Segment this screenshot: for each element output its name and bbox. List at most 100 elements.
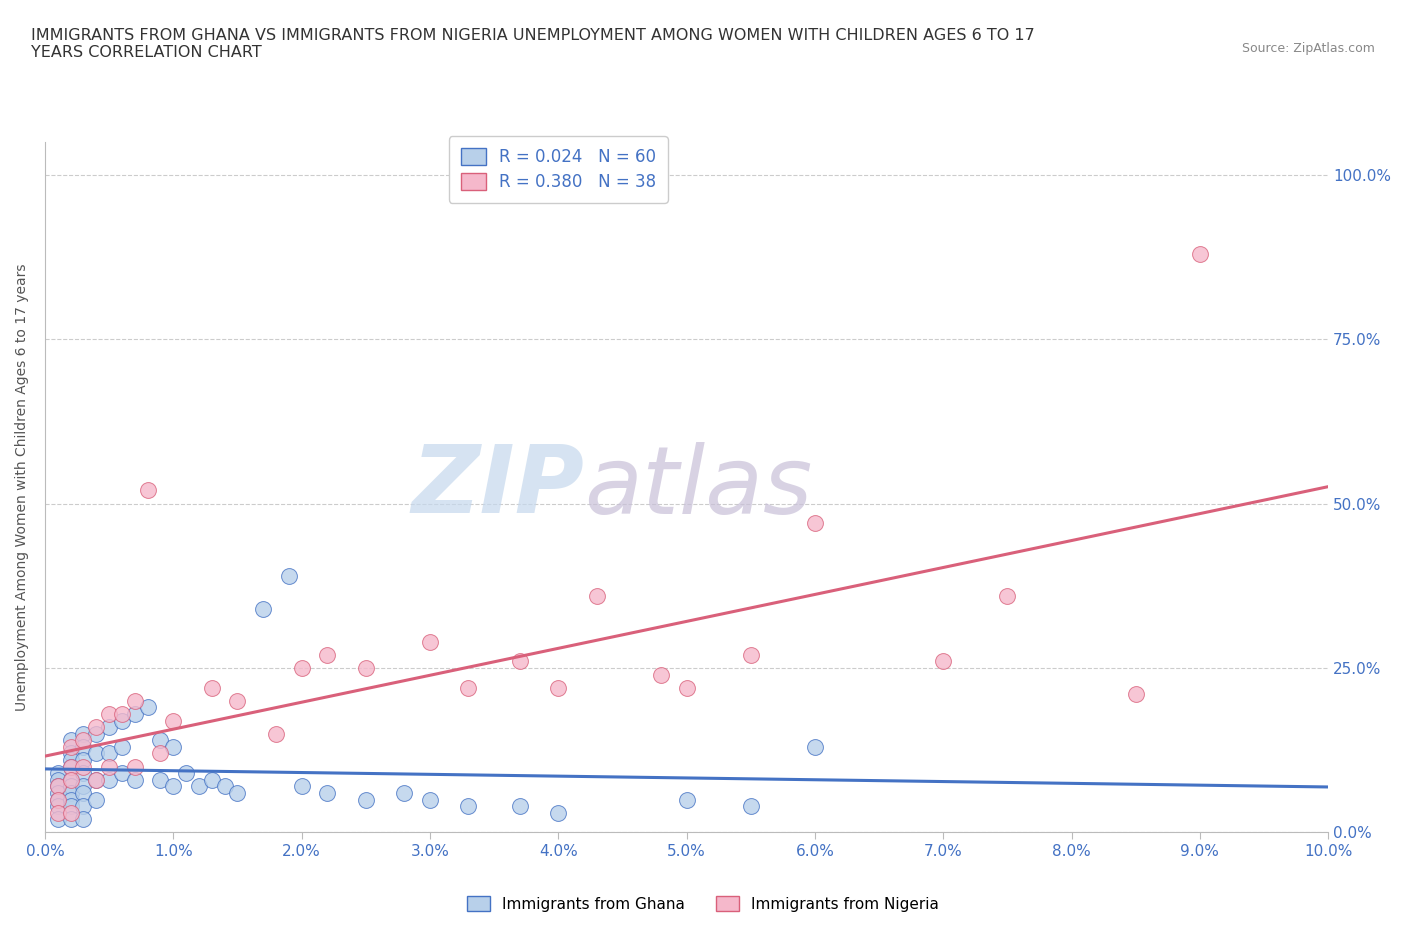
Point (547, 680, 569, 695)
Point (509, 654, 531, 669)
Point (84, 720, 107, 735)
Point (149, 733, 172, 748)
Point (46, 765, 69, 780)
Point (932, 654, 955, 669)
Point (98, 720, 121, 735)
Text: IMMIGRANTS FROM GHANA VS IMMIGRANTS FROM NIGERIA UNEMPLOYMENT AMONG WOMEN WITH C: IMMIGRANTS FROM GHANA VS IMMIGRANTS FROM… (31, 28, 1035, 60)
Point (650, 667, 672, 682)
Text: Source: ZipAtlas.com: Source: ZipAtlas.com (1241, 42, 1375, 55)
Text: ZIP: ZIP (411, 441, 583, 533)
Point (162, 739, 184, 754)
Point (59, 786, 82, 801)
Point (675, 792, 697, 807)
Point (59, 746, 82, 761)
Point (226, 694, 249, 709)
Point (72, 726, 94, 741)
Point (84, 746, 107, 761)
Point (214, 779, 236, 794)
Point (162, 713, 184, 728)
Y-axis label: Unemployment Among Women with Children Ages 6 to 17 years: Unemployment Among Women with Children A… (15, 263, 30, 711)
Point (201, 772, 224, 787)
Point (111, 707, 134, 722)
Point (111, 713, 134, 728)
Text: atlas: atlas (583, 442, 813, 533)
Legend: R = 0.024   N = 60, R = 0.380   N = 38: R = 0.024 N = 60, R = 0.380 N = 38 (449, 137, 668, 203)
Point (98, 759, 121, 774)
Point (72, 779, 94, 794)
Point (509, 799, 531, 814)
Point (111, 739, 134, 754)
Point (316, 786, 339, 801)
Point (995, 588, 1018, 603)
Point (59, 752, 82, 767)
Point (124, 707, 146, 722)
Point (46, 779, 69, 794)
Point (46, 805, 69, 820)
Point (740, 647, 762, 662)
Point (201, 680, 224, 695)
Point (124, 772, 146, 787)
Point (46, 812, 69, 827)
Point (84, 792, 107, 807)
Point (46, 799, 69, 814)
Point (98, 772, 121, 787)
Point (174, 765, 197, 780)
Point (59, 805, 82, 820)
Point (84, 772, 107, 787)
Point (1125, 687, 1147, 702)
Point (59, 792, 82, 807)
Point (46, 786, 69, 801)
Point (419, 792, 441, 807)
Point (149, 746, 172, 761)
Point (252, 602, 274, 617)
Point (316, 647, 339, 662)
Point (59, 779, 82, 794)
Point (354, 792, 377, 807)
Point (124, 694, 146, 709)
Point (46, 779, 69, 794)
Point (59, 772, 82, 787)
Point (457, 680, 479, 695)
Point (72, 799, 94, 814)
Point (585, 588, 607, 603)
Point (136, 700, 159, 715)
Point (72, 786, 94, 801)
Point (59, 759, 82, 774)
Point (98, 746, 121, 761)
Point (675, 680, 697, 695)
Point (354, 660, 377, 675)
Point (59, 799, 82, 814)
Point (291, 779, 314, 794)
Point (1188, 246, 1211, 261)
Point (264, 726, 287, 741)
Point (226, 786, 249, 801)
Point (59, 759, 82, 774)
Point (188, 779, 211, 794)
Legend: Immigrants from Ghana, Immigrants from Nigeria: Immigrants from Ghana, Immigrants from N… (461, 889, 945, 918)
Point (59, 772, 82, 787)
Point (84, 726, 107, 741)
Point (59, 733, 82, 748)
Point (547, 805, 569, 820)
Point (72, 739, 94, 754)
Point (72, 733, 94, 748)
Point (98, 707, 121, 722)
Point (457, 799, 479, 814)
Point (72, 752, 94, 767)
Point (72, 765, 94, 780)
Point (394, 786, 416, 801)
Point (84, 772, 107, 787)
Point (804, 516, 827, 531)
Point (72, 812, 94, 827)
Point (740, 799, 762, 814)
Point (59, 739, 82, 754)
Point (46, 792, 69, 807)
Point (46, 772, 69, 787)
Point (419, 634, 441, 649)
Point (46, 792, 69, 807)
Point (111, 765, 134, 780)
Point (804, 739, 827, 754)
Point (291, 660, 314, 675)
Point (162, 779, 184, 794)
Point (136, 483, 159, 498)
